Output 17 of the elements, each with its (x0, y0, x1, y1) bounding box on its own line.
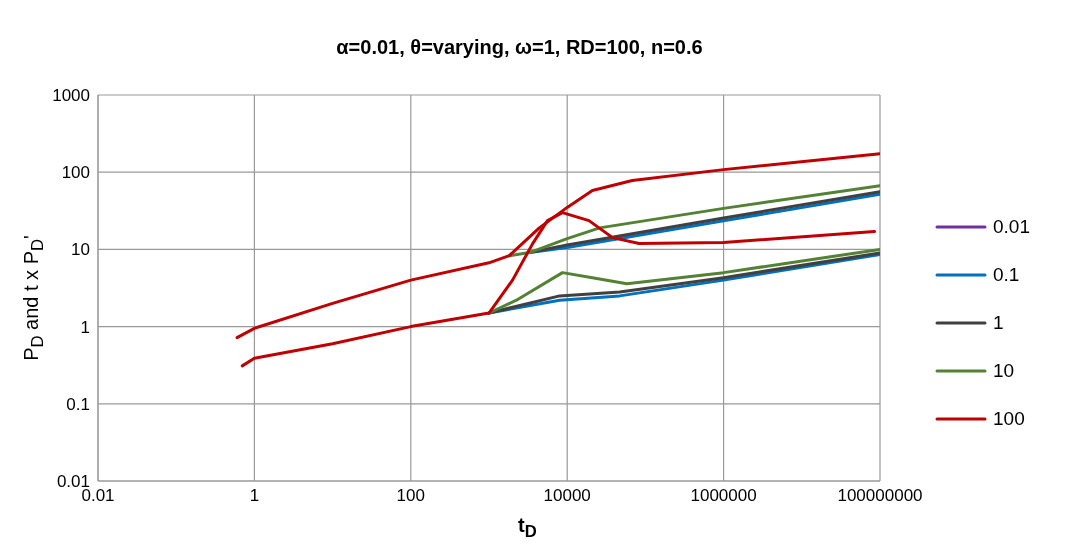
legend-label: 0.1 (993, 264, 1020, 286)
x-tick-label: 100 (396, 486, 425, 506)
x-axis-title: t$_{D}$ (518, 514, 537, 541)
legend-label: 10 (993, 360, 1015, 382)
legend-label: 1 (993, 312, 1004, 334)
legend-label: 0.01 (993, 216, 1030, 238)
y-tick-label: 1 (80, 317, 90, 337)
y-tick-label: 100 (61, 163, 90, 183)
x-tick-label: 100000000 (837, 486, 923, 506)
y-tick-label: 1000 (52, 86, 90, 106)
x-tick-label: 10000 (543, 486, 591, 506)
y-tick-label: 0.1 (66, 394, 90, 414)
chart-title: α=0.01, θ=varying, ω=1, RD=100, n=0.6 (335, 36, 704, 59)
y-tick-label: 10 (71, 240, 90, 260)
x-tick-label: 1 (249, 486, 260, 506)
x-tick-label: 1000000 (690, 486, 757, 506)
legend-label: 100 (993, 408, 1025, 430)
